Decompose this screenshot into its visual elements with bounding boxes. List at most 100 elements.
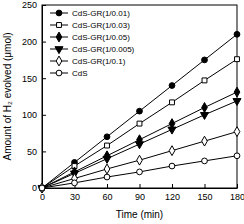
marker <box>170 100 175 105</box>
tick-mark <box>107 184 108 188</box>
y-axis: 0 50 100 150 200 250 <box>22 0 46 193</box>
legend-marker <box>57 23 62 28</box>
tick: 50 <box>27 147 46 157</box>
legend-label: CdS-GR(1/0.03) <box>72 21 130 30</box>
plot: 0 30 60 90 120 150 180 0 50 100 150 200 250 CdS-GR(1/… <box>22 0 244 202</box>
y-axis-title: Amount of H₂ evolved (μmol) <box>2 32 13 160</box>
legend-label: CdS-GR(1/0.05) <box>72 33 130 42</box>
marker <box>72 180 78 186</box>
marker <box>234 127 240 137</box>
tick: 200 <box>22 37 46 47</box>
x-axis-title: Time (min) <box>116 209 163 220</box>
tick-mark <box>42 115 46 116</box>
marker <box>137 155 143 165</box>
marker <box>234 87 240 97</box>
tick-label: 250 <box>22 0 37 10</box>
legend-label: CdS-GR(1/0.1) <box>72 57 126 66</box>
marker <box>104 174 110 180</box>
tick-label: 150 <box>22 74 37 84</box>
chart: 0 30 60 90 120 150 180 0 50 100 150 200 250 CdS-GR(1/… <box>0 0 244 224</box>
tick: 0 <box>32 183 46 193</box>
marker <box>200 112 208 119</box>
tick-mark <box>42 5 46 6</box>
marker <box>233 99 241 106</box>
legend-marker <box>55 47 63 54</box>
tick-mark <box>42 151 46 152</box>
tick-label: 30 <box>70 192 80 202</box>
tick: 90 <box>135 184 145 202</box>
tick-label: 180 <box>230 192 244 202</box>
legend-item: CdS-GR(1/0.05) <box>50 32 130 42</box>
tick-label: 60 <box>102 192 112 202</box>
x-axis: 0 30 60 90 120 150 180 <box>40 184 244 202</box>
tick-label: 100 <box>22 110 37 120</box>
tick: 150 <box>197 184 212 202</box>
tick-label: 150 <box>197 192 212 202</box>
series-line <box>42 92 237 188</box>
axis-line <box>42 6 43 189</box>
marker <box>234 31 240 37</box>
legend-item: CdS-GR(1/0.005) <box>50 45 135 54</box>
marker <box>104 164 110 174</box>
marker <box>105 143 110 148</box>
marker <box>169 163 175 169</box>
legend-item: CdS-GR(1/0.01) <box>50 9 130 18</box>
marker <box>168 127 176 134</box>
legend: CdS-GR(1/0.01) CdS-GR(1/0.03) CdS-GR(1/0.0… <box>50 9 135 78</box>
tick-mark <box>42 78 46 79</box>
marker <box>202 78 207 83</box>
tick-label: 90 <box>135 192 145 202</box>
tick: 150 <box>22 74 46 84</box>
marker <box>39 185 45 191</box>
series-line <box>42 34 237 188</box>
tick: 100 <box>22 110 46 120</box>
tick-mark <box>237 184 238 188</box>
marker <box>103 156 111 163</box>
marker <box>40 186 45 191</box>
marker <box>169 83 175 89</box>
marker <box>202 57 208 63</box>
legend-marker <box>56 10 62 16</box>
marker <box>137 108 143 114</box>
marker <box>202 103 208 113</box>
legend-item: CdS-GR(1/0.1) <box>50 56 126 66</box>
marker <box>39 183 45 193</box>
tick: 30 <box>70 184 80 202</box>
tick: 250 <box>22 0 46 10</box>
tick: 180 <box>230 184 244 202</box>
marker <box>169 146 175 156</box>
legend-item: CdS <box>50 69 88 78</box>
marker <box>235 57 240 62</box>
marker <box>39 183 45 193</box>
marker <box>135 142 143 149</box>
tick-label: 120 <box>165 192 180 202</box>
axis-line <box>43 188 238 189</box>
tick-mark <box>140 184 141 188</box>
legend-label: CdS-GR(1/0.01) <box>72 9 130 18</box>
marker <box>234 153 240 159</box>
tick: 0 <box>40 184 45 202</box>
legend-marker <box>56 56 62 66</box>
marker <box>104 134 110 140</box>
tick: 120 <box>165 184 180 202</box>
tick-mark <box>172 184 173 188</box>
plot-frame <box>42 5 237 188</box>
series-line <box>42 156 237 188</box>
series-group <box>38 31 241 193</box>
tick-label: 0 <box>40 192 45 202</box>
marker <box>137 169 143 175</box>
series-line <box>42 101 237 188</box>
tick-label: 200 <box>22 37 37 47</box>
tick-mark <box>42 42 46 43</box>
legend-label: CdS <box>72 69 88 78</box>
series-line <box>42 132 237 188</box>
legend-item: CdS-GR(1/0.03) <box>50 21 130 30</box>
series-line <box>42 59 237 188</box>
marker <box>202 136 208 146</box>
marker <box>137 121 142 126</box>
tick-label: 50 <box>27 147 37 157</box>
legend-label: CdS-GR(1/0.005) <box>72 45 135 54</box>
tick-mark <box>205 184 206 188</box>
marker <box>39 185 45 191</box>
tick-label: 0 <box>32 183 37 193</box>
